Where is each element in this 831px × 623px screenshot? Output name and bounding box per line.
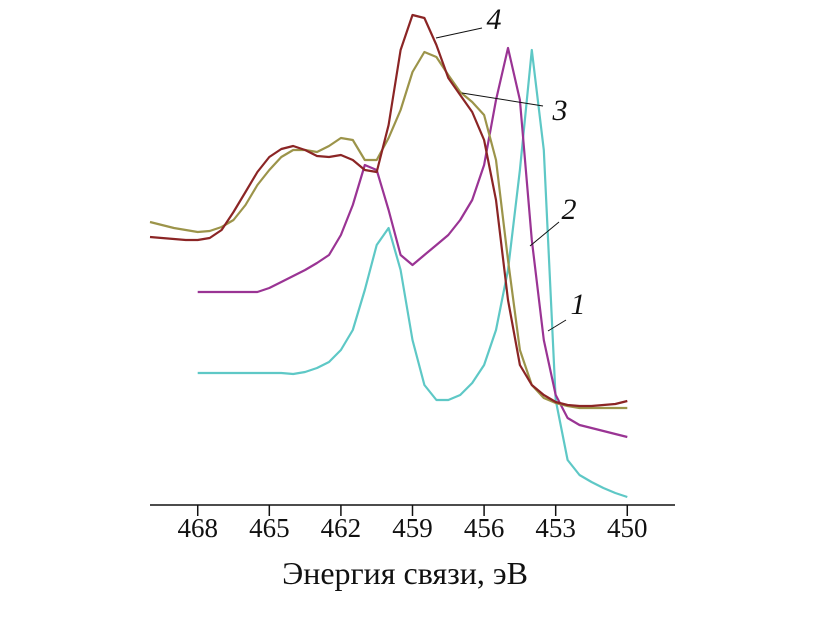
x-axis-title: Энергия связи, эВ — [282, 555, 528, 591]
series-line — [197, 46, 628, 439]
leader-line — [461, 92, 544, 107]
series-line — [149, 50, 628, 410]
leader-line — [529, 221, 560, 247]
x-tick-label: 459 — [392, 513, 433, 543]
leader-line — [547, 319, 567, 332]
x-tick-label: 465 — [249, 513, 290, 543]
series-line — [197, 48, 628, 499]
x-tick-label: 453 — [535, 513, 576, 543]
leader-line — [435, 27, 483, 39]
series-label: 3 — [552, 94, 568, 127]
x-tick-label: 468 — [177, 513, 218, 543]
x-tick-label: 456 — [464, 513, 505, 543]
series-label: 1 — [571, 288, 586, 321]
series-label: 4 — [487, 3, 502, 36]
x-tick-label: 462 — [321, 513, 362, 543]
series-line — [149, 13, 628, 408]
x-tick-label: 450 — [607, 513, 648, 543]
series-label: 2 — [562, 193, 577, 226]
